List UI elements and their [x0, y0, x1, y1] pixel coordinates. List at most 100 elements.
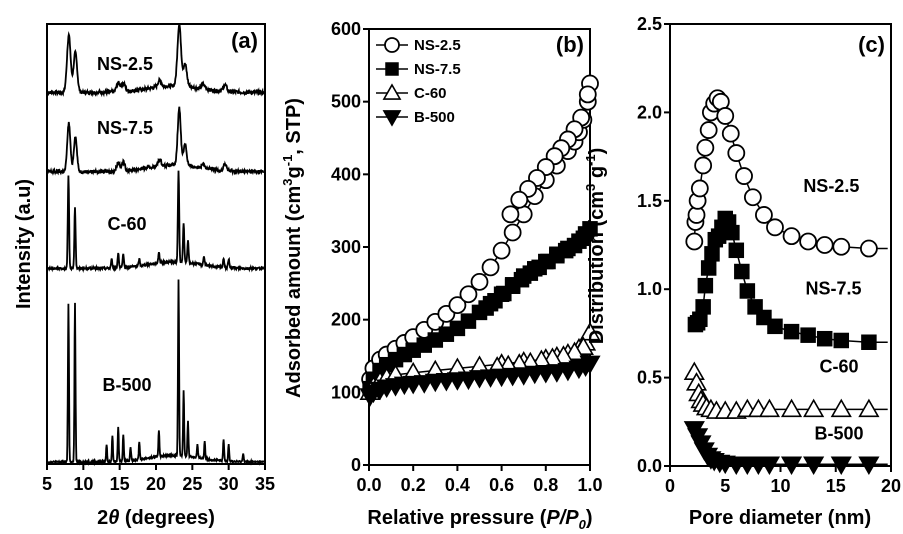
y-tick-label: 200	[331, 310, 361, 330]
panel-c-y-axis-label: Distribution (cm3 g-1)	[583, 148, 608, 345]
y-tick-label: 1.0	[637, 279, 662, 299]
y-tick-label: 600	[331, 19, 361, 39]
data-point-ns-7-5	[728, 242, 745, 259]
data-point-b-500	[579, 355, 601, 375]
x-tick-label: 20	[881, 476, 901, 496]
legend-entry-ns-2-5: NS-2.5	[414, 37, 461, 54]
data-point-b-500	[858, 456, 880, 476]
distribution-b-500: B-500	[683, 421, 888, 476]
data-point-ns-2-5	[503, 223, 522, 242]
x-tick-label: 35	[255, 474, 275, 494]
data-point-ns-7-5	[739, 283, 756, 299]
series-label-ns-7-5: NS-7.5	[97, 118, 153, 138]
data-point-ns-7-5	[861, 334, 877, 350]
legend-entry-b-500: B-500	[414, 109, 455, 126]
data-point-ns-2-5	[699, 121, 718, 139]
data-point-ns-2-5	[492, 241, 511, 260]
panel-a-x-axis-label: 2θ (degrees)	[97, 507, 215, 529]
series-label-ns-2-5: NS-2.5	[803, 176, 859, 196]
panel-b-label: (b)	[556, 32, 584, 57]
x-tick-label: 0.2	[401, 475, 426, 495]
legend-marker-b-500	[382, 110, 402, 127]
legend-entry-c-60: C-60	[414, 85, 447, 102]
y-tick-label: 2.5	[637, 14, 662, 34]
data-point-ns-2-5	[721, 124, 740, 143]
panel-b-legend: NS-2.5 NS-7.5 C-60 B-500	[376, 37, 461, 127]
y-tick-label: 1.5	[637, 191, 662, 211]
panel-c-x-axis-label: Pore diameter (nm)	[689, 507, 871, 529]
panel-c: 0 5 10 15 20 0.0 0.5 1.0 1.5 2.0 2.5 NS-2.5 NS-7.5 C…	[583, 14, 901, 529]
panel-b-ticks: 0.0 0.2 0.4 0.6 0.8 1.0 0 100 200 300 400 500 600	[331, 19, 603, 495]
data-point-ns-2-5	[510, 190, 529, 209]
data-point-ns-2-5	[832, 237, 851, 256]
data-point-ns-7-5	[767, 318, 783, 335]
panel-c-label: (c)	[858, 32, 885, 57]
panel-a-series-labels: NS-2.5 NS-7.5 C-60 B-500	[97, 54, 153, 395]
panel-a: 5 10 15 20 25 30 35 NS-2.5NS-7.5C-60B-500 (a) …	[13, 23, 275, 529]
data-point-ns-7-5	[704, 246, 720, 262]
distribution-ns-2-5: NS-2.5	[685, 89, 888, 258]
x-tick-label: 10	[73, 474, 93, 494]
distribution-c-60: C-60	[683, 356, 888, 419]
legend-marker-ns-2-5	[384, 37, 400, 53]
data-point-ns-2-5	[799, 232, 818, 251]
y-tick-label: 300	[331, 237, 361, 257]
data-point-ns-7-5	[833, 332, 850, 349]
data-point-ns-2-5	[470, 272, 489, 291]
data-point-c-60	[780, 398, 803, 418]
y-tick-label: 0	[351, 455, 361, 475]
panel-c-series: NS-2.5 NS-7.5 C-60 B-500	[683, 89, 888, 476]
data-point-ns-2-5	[860, 239, 878, 258]
x-tick-label: 0	[665, 476, 675, 496]
series-label-c-60: C-60	[107, 214, 146, 234]
legend-entry-ns-7-5: NS-7.5	[414, 61, 461, 78]
panel-c-ticks: 0 5 10 15 20 0.0 0.5 1.0 1.5 2.0 2.5	[637, 14, 901, 496]
y-tick-label: 400	[331, 164, 361, 184]
data-point-b-500	[758, 456, 781, 476]
y-tick-label: 0.0	[637, 456, 662, 476]
series-label-c-60: C-60	[820, 356, 859, 376]
data-point-ns-2-5	[578, 85, 597, 104]
x-tick-label: 0.4	[445, 475, 470, 495]
data-point-b-500	[830, 456, 852, 476]
data-point-c-60	[858, 398, 880, 418]
data-point-ns-7-5	[734, 263, 750, 280]
panel-a-y-axis-label: Intensity (a.u)	[13, 179, 35, 309]
data-point-ns-2-5	[481, 258, 500, 277]
data-point-ns-2-5	[755, 206, 773, 224]
isotherm-ns-2-5	[361, 74, 599, 389]
x-tick-label: 30	[219, 474, 239, 494]
x-tick-label: 0.8	[533, 475, 558, 495]
legend-marker-ns-7-5	[385, 62, 399, 76]
series-label-ns-7-5: NS-7.5	[806, 279, 862, 299]
series-label-ns-2-5: NS-2.5	[97, 54, 153, 74]
x-tick-label: 5	[42, 474, 52, 494]
y-tick-label: 500	[331, 92, 361, 112]
legend-marker-c-60	[382, 83, 402, 100]
data-point-ns-7-5	[783, 323, 800, 340]
data-point-ns-2-5	[694, 156, 713, 175]
data-point-ns-7-5	[697, 277, 714, 294]
data-point-c-60	[563, 341, 586, 361]
data-point-ns-2-5	[685, 232, 704, 251]
panel-a-traces	[46, 23, 265, 467]
data-point-c-60	[830, 398, 852, 418]
distribution-ns-7-5: NS-7.5	[687, 210, 888, 350]
x-tick-label: 5	[720, 476, 730, 496]
data-point-ns-2-5	[815, 236, 834, 254]
data-point-ns-7-5	[478, 300, 494, 316]
x-tick-label: 1.0	[577, 475, 602, 495]
x-tick-label: 25	[182, 474, 202, 494]
data-point-ns-7-5	[816, 330, 833, 347]
isotherm-b-500	[359, 355, 601, 407]
data-point-ns-2-5	[766, 218, 784, 237]
panel-a-label: (a)	[231, 28, 258, 53]
data-point-ns-2-5	[716, 107, 735, 125]
panel-b-x-axis-label: Relative pressure (P/P0)	[367, 507, 592, 532]
panel-b-series	[359, 74, 601, 407]
data-point-ns-7-5	[724, 224, 740, 241]
xrd-trace-c-60	[46, 170, 265, 273]
data-point-ns-2-5	[501, 205, 520, 224]
series-label-b-500: B-500	[815, 423, 864, 443]
